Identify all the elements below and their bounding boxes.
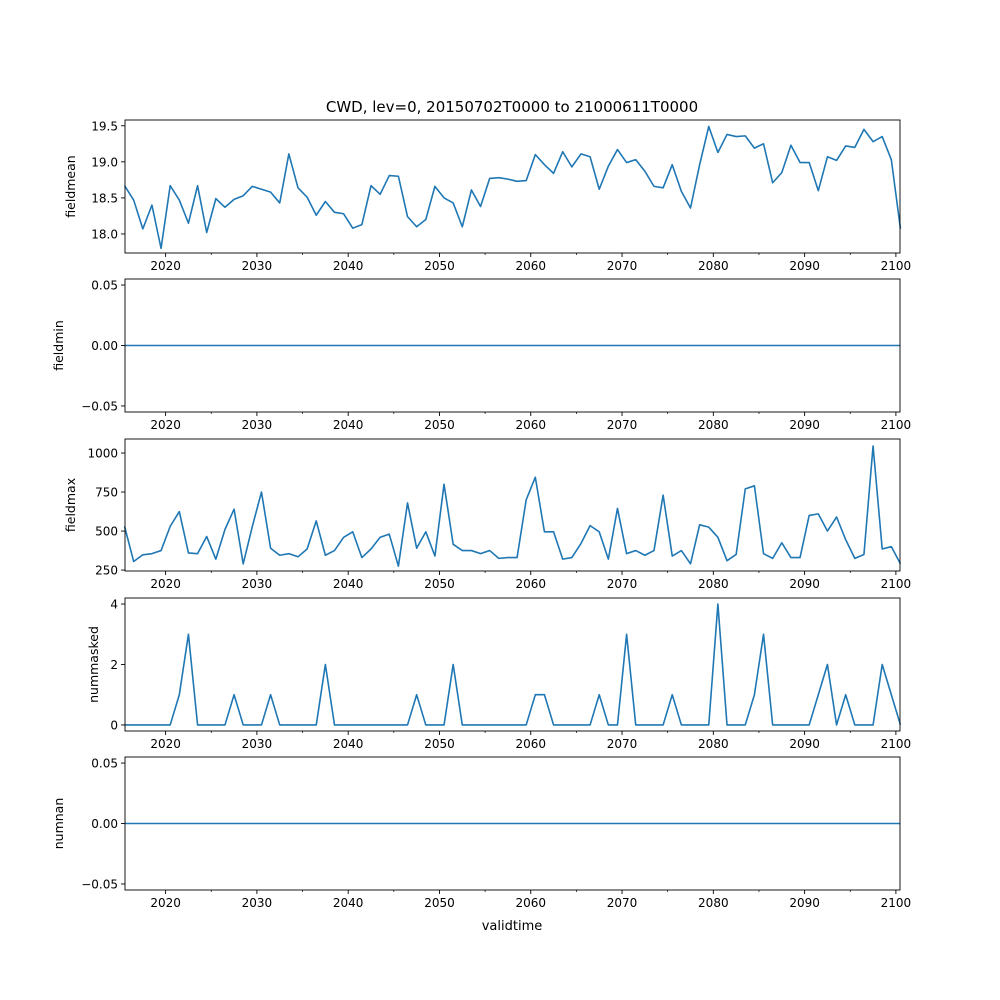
y-axis-label: numnan — [51, 798, 66, 850]
y-tick-label: 0.00 — [91, 339, 118, 353]
x-tick-label: 2040 — [333, 259, 364, 273]
panel-fieldmean: 18.0 18.5 19.0 19.5 fieldmean 2020 2030 2040 205… — [63, 119, 911, 273]
y-tick-label: 2 — [110, 658, 118, 672]
x-tick-label: 2020 — [150, 896, 181, 910]
x-tick-label: 2090 — [789, 577, 820, 591]
x-tick-label: 2100 — [881, 737, 912, 751]
x-tick-label: 2050 — [424, 418, 455, 432]
x-axis-label: validtime — [482, 919, 543, 934]
x-tick-label: 2090 — [789, 737, 820, 751]
x-tick-label: 2070 — [607, 896, 638, 910]
y-tick-label: −0.05 — [81, 399, 118, 413]
x-tick-label: 2070 — [607, 418, 638, 432]
y-tick-label: 4 — [110, 598, 118, 612]
y-tick-label: 0.05 — [91, 279, 118, 293]
panel-fieldmax: 250 500 750 1000 fieldmax 2020 2030 2040 2050 206… — [63, 438, 912, 591]
chart-title: CWD, lev=0, 20150702T0000 to 21000611T00… — [326, 98, 698, 116]
x-tick-label: 2050 — [424, 577, 455, 591]
y-tick-label: 1000 — [87, 447, 118, 461]
series-line-fieldmean — [123, 125, 902, 250]
x-tick-label: 2030 — [242, 737, 273, 751]
y-axis-label: fieldmax — [63, 478, 78, 532]
x-tick-label: 2090 — [789, 896, 820, 910]
x-tick-label: 2090 — [789, 259, 820, 273]
x-tick-label: 2080 — [698, 577, 729, 591]
x-tick-label: 2020 — [150, 418, 181, 432]
x-tick-label: 2080 — [698, 259, 729, 273]
y-tick-label: 0.05 — [91, 757, 118, 771]
y-tick-label: 0.00 — [91, 817, 118, 831]
x-tick-label: 2030 — [242, 577, 273, 591]
x-tick-label: 2070 — [607, 737, 638, 751]
x-tick-label: 2040 — [333, 896, 364, 910]
x-tick-label: 2060 — [515, 737, 546, 751]
x-tick-label: 2100 — [881, 259, 912, 273]
y-tick-label: 18.0 — [91, 227, 118, 241]
x-tick-label: 2050 — [424, 737, 455, 751]
axes-frame — [124, 597, 901, 732]
x-tick-label: 2020 — [150, 737, 181, 751]
x-tick-label: 2040 — [333, 577, 364, 591]
y-tick-label: 250 — [95, 564, 118, 578]
y-tick-label: 500 — [95, 525, 118, 539]
x-tick-label: 2020 — [150, 577, 181, 591]
axes-frame — [124, 119, 901, 254]
y-tick-label: 19.5 — [91, 119, 118, 133]
panel-fieldmin: −0.05 0.00 0.05 fieldmin 2020 2030 2040 2050 206… — [51, 279, 911, 432]
x-tick-label: 2050 — [424, 259, 455, 273]
x-tick-label: 2030 — [242, 418, 273, 432]
x-tick-label: 2080 — [698, 896, 729, 910]
y-tick-label: 18.5 — [91, 191, 118, 205]
x-tick-label: 2030 — [242, 259, 273, 273]
x-tick-label: 2070 — [607, 577, 638, 591]
x-tick-label: 2060 — [515, 896, 546, 910]
series-line-nummasked — [124, 603, 902, 726]
y-axis-label: fieldmean — [63, 155, 78, 217]
panel-numnan: −0.05 0.00 0.05 numnan 2020 2030 2040 2050 2060 2… — [51, 757, 911, 910]
x-tick-label: 2100 — [881, 418, 912, 432]
x-tick-label: 2060 — [515, 577, 546, 591]
x-tick-label: 2040 — [333, 737, 364, 751]
x-tick-label: 2060 — [515, 418, 546, 432]
y-axis-label: fieldmin — [51, 320, 66, 371]
y-axis-label: nummasked — [86, 626, 101, 703]
x-tick-label: 2080 — [698, 418, 729, 432]
y-tick-label: 750 — [95, 486, 118, 500]
x-tick-label: 2030 — [242, 896, 273, 910]
x-tick-label: 2080 — [698, 737, 729, 751]
y-tick-label: 19.0 — [91, 155, 118, 169]
axes-frame — [124, 438, 901, 572]
x-tick-label: 2040 — [333, 418, 364, 432]
x-tick-label: 2070 — [607, 259, 638, 273]
x-tick-label: 2090 — [789, 418, 820, 432]
panel-nummasked: 0 2 4 nummasked 2020 2030 2040 2050 2060 2070 2080… — [86, 598, 911, 751]
x-tick-label: 2060 — [515, 259, 546, 273]
x-tick-label: 2050 — [424, 896, 455, 910]
x-tick-label: 2100 — [881, 896, 912, 910]
y-tick-label: −0.05 — [81, 877, 118, 891]
x-tick-label: 2100 — [881, 577, 912, 591]
series-line-fieldmax — [123, 445, 902, 567]
y-tick-label: 0 — [110, 718, 118, 732]
x-tick-label: 2020 — [150, 259, 181, 273]
